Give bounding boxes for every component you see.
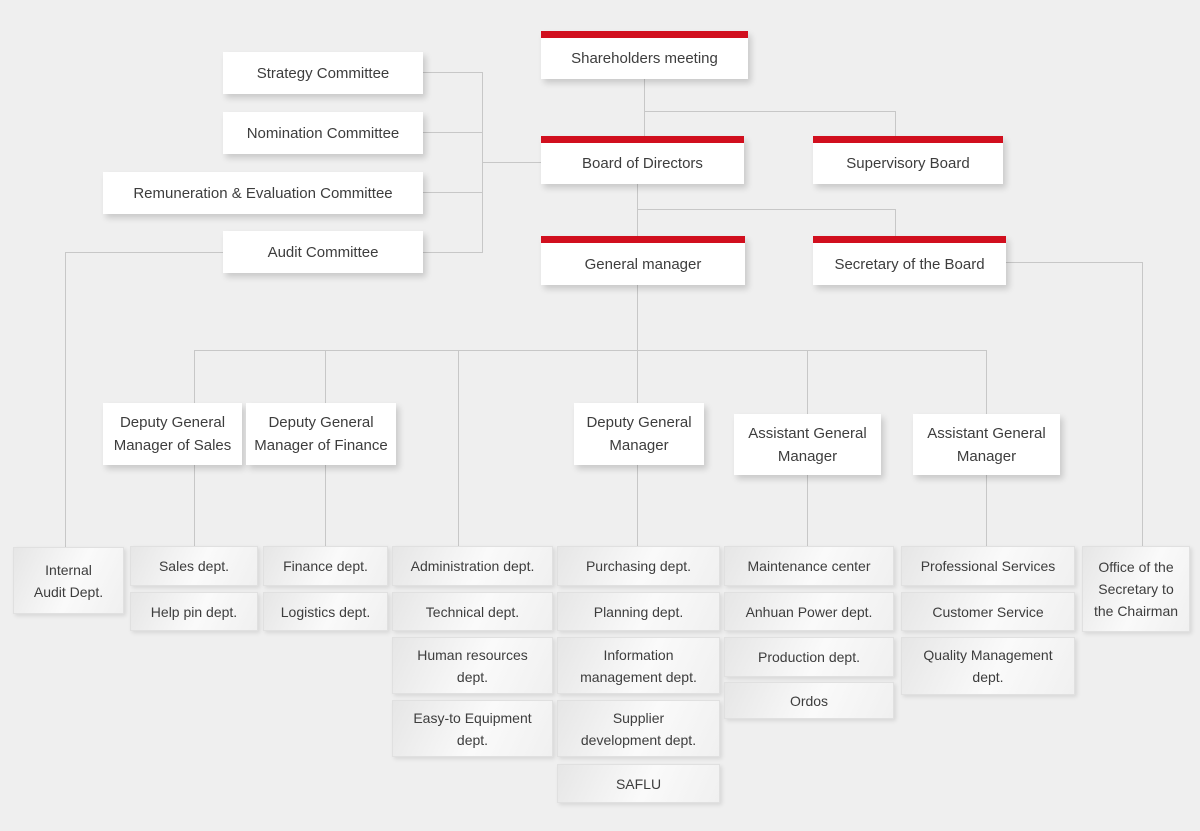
connector-strategy-stub: [423, 72, 482, 73]
node-general-manager: General manager: [541, 236, 745, 285]
node-professional-services: Professional Services: [901, 546, 1075, 586]
node-administration-dept: Administration dept.: [392, 546, 553, 586]
node-remuneration-evaluation-committee: Remuneration & Evaluation Committee: [103, 172, 423, 214]
node-anhuan-power-dept: Anhuan Power dept.: [724, 592, 894, 631]
connector-board-down: [637, 184, 638, 236]
node-supplier-development-dept: Supplier development dept.: [557, 700, 720, 757]
node-human-resources-dept: Human resources dept.: [392, 637, 553, 694]
node-customer-service: Customer Service: [901, 592, 1075, 631]
connector-gm-down: [637, 284, 638, 350]
connector-secretary-to-office-h: [1006, 262, 1142, 263]
connector-nomination-stub: [423, 132, 482, 133]
connector-secretary-drop: [895, 209, 896, 236]
node-information-management-dept: Information management dept.: [557, 637, 720, 694]
node-deputy-gm-finance: Deputy General Manager of Finance: [246, 403, 396, 465]
connector-audit-to-internal-audit-h: [65, 252, 223, 253]
node-help-pin-dept: Help pin dept.: [130, 592, 258, 631]
connector-remuneration-stub: [423, 192, 482, 193]
node-secretary-of-the-board: Secretary of the Board: [813, 236, 1006, 285]
connector-audit-to-internal-audit-v: [65, 252, 66, 547]
node-logistics-dept: Logistics dept.: [263, 592, 388, 631]
node-board-of-directors: Board of Directors: [541, 136, 744, 184]
node-assistant-gm-2: Assistant General Manager: [913, 414, 1060, 475]
node-purchasing-dept: Purchasing dept.: [557, 546, 720, 586]
node-deputy-gm-sales: Deputy General Manager of Sales: [103, 403, 242, 465]
node-nomination-committee: Nomination Committee: [223, 112, 423, 154]
node-saflu: SAFLU: [557, 764, 720, 803]
connector-gm-rake: [194, 350, 987, 351]
node-audit-committee: Audit Committee: [223, 231, 423, 273]
node-deputy-gm: Deputy General Manager: [574, 403, 704, 465]
connector-shareholders-down: [644, 79, 645, 136]
connector-supervisory-drop: [895, 111, 896, 136]
node-maintenance-center: Maintenance center: [724, 546, 894, 586]
node-office-secretary-chairman: Office of the Secretary to the Chairman: [1082, 546, 1190, 632]
node-ordos: Ordos: [724, 682, 894, 719]
node-technical-dept: Technical dept.: [392, 592, 553, 631]
connector-drop-admin-col: [458, 350, 459, 546]
node-planning-dept: Planning dept.: [557, 592, 720, 631]
connector-audit-stub: [423, 252, 482, 253]
connector-secretary-to-office-v: [1142, 262, 1143, 546]
connector-shareholders-branch: [644, 111, 895, 112]
node-sales-dept: Sales dept.: [130, 546, 258, 586]
node-supervisory-board: Supervisory Board: [813, 136, 1003, 184]
node-finance-dept: Finance dept.: [263, 546, 388, 586]
connector-committees-to-board: [482, 162, 541, 163]
node-easy-to-equipment-dept: Easy-to Equipment dept.: [392, 700, 553, 757]
node-internal-audit-dept: Internal Audit Dept.: [13, 547, 124, 614]
node-strategy-committee: Strategy Committee: [223, 52, 423, 94]
node-production-dept: Production dept.: [724, 637, 894, 677]
node-shareholders-meeting: Shareholders meeting: [541, 31, 748, 79]
connector-board-branch: [637, 209, 895, 210]
node-assistant-gm-1: Assistant General Manager: [734, 414, 881, 475]
node-quality-management-dept: Quality Management dept.: [901, 637, 1075, 695]
